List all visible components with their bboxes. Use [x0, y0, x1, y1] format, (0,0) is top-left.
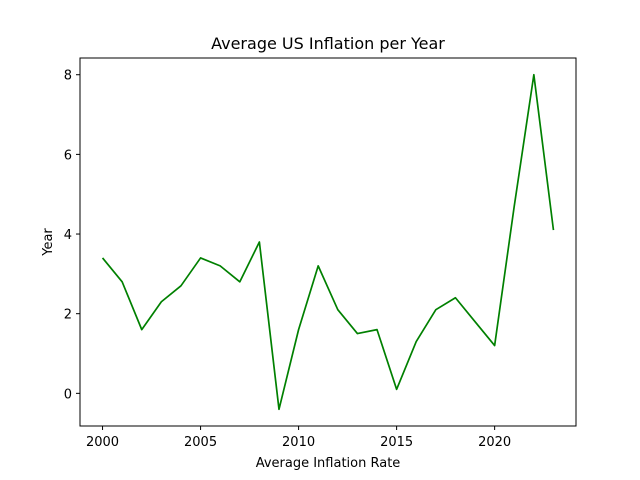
series-layer	[101, 73, 555, 411]
y-tick-label: 0	[64, 387, 72, 402]
x-tick-label: 2020	[478, 435, 511, 450]
y-axis-ticks: 0 2 4 6 8	[64, 69, 80, 402]
x-tick-label: 2015	[380, 435, 413, 450]
x-axis-ticks: 2000 2005 2010 2015 2020	[86, 426, 511, 450]
x-tick-label: 2000	[86, 435, 119, 450]
x-tick-label: 2010	[282, 435, 315, 450]
chart-title: Average US Inflation per Year	[211, 34, 445, 53]
y-tick-label: 4	[64, 228, 72, 243]
y-tick-label: 2	[64, 308, 72, 323]
plot-area-frame	[79, 57, 577, 427]
series-line	[101, 73, 555, 411]
y-tick-label: 8	[64, 69, 72, 84]
x-axis-label: Average Inflation Rate	[256, 456, 401, 471]
y-axis-label: Year	[41, 228, 56, 257]
x-tick-label: 2005	[184, 435, 217, 450]
y-tick-label: 6	[64, 148, 72, 163]
